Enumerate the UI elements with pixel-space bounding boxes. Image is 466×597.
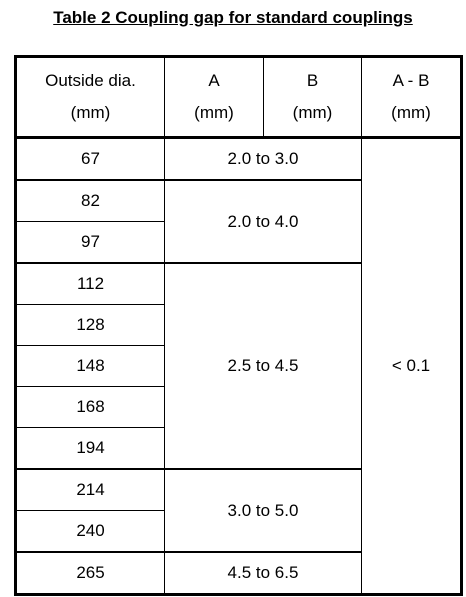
table-row: 240 bbox=[15, 510, 462, 553]
header-text: (mm) bbox=[194, 103, 234, 122]
outside-dia-cell: 97 bbox=[15, 221, 165, 264]
gap-cell: 2.0 to 3.0 bbox=[164, 136, 362, 181]
header-text: A - B bbox=[392, 71, 430, 90]
header-text: (mm) bbox=[292, 103, 333, 122]
header-text: (mm) bbox=[391, 103, 431, 122]
table-row: 265 4.5 to 6.5 bbox=[15, 551, 462, 595]
outside-dia-cell: 194 bbox=[15, 427, 165, 470]
outside-dia-cell: 148 bbox=[15, 345, 165, 387]
table-row: 214 3.0 to 5.0 bbox=[15, 468, 462, 553]
gap-cell: 4.5 to 6.5 bbox=[164, 551, 362, 595]
outside-dia-cell: 240 bbox=[15, 510, 165, 553]
header-text: (mm) bbox=[70, 103, 111, 122]
header-text: A bbox=[208, 71, 220, 90]
header-text: B bbox=[306, 71, 319, 90]
table-row: 128 bbox=[15, 304, 462, 346]
outside-dia-cell: 168 bbox=[15, 386, 165, 428]
gap-cell: 2.0 to 4.0 bbox=[164, 179, 362, 264]
table-row: 194 bbox=[15, 427, 462, 470]
outside-dia-cell: 82 bbox=[15, 179, 165, 222]
table-row: 67 2.0 to 3.0 < 0.1 bbox=[15, 136, 462, 595]
table-title: Table 2 Coupling gap for standard coupli… bbox=[53, 8, 413, 27]
outside-dia-cell: 112 bbox=[15, 262, 165, 305]
gap-cell: 2.5 to 4.5 bbox=[164, 262, 362, 470]
header-row: Outside dia. (mm) A (mm) B (mm) A - B (mm) bbox=[15, 56, 462, 139]
table-row: 112 2.5 to 4.5 bbox=[15, 262, 462, 470]
outside-dia-cell: 67 bbox=[15, 136, 165, 181]
header-cell: A - B (mm) bbox=[361, 56, 462, 139]
table-row: 82 2.0 to 4.0 bbox=[15, 179, 462, 264]
outside-dia-cell: 265 bbox=[15, 551, 165, 595]
table-row: 148 bbox=[15, 345, 462, 387]
outside-dia-cell: 214 bbox=[15, 468, 165, 511]
table-row: 168 bbox=[15, 386, 462, 428]
header-text: Outside dia. bbox=[45, 71, 136, 90]
header-cell: B (mm) bbox=[263, 56, 362, 139]
outside-dia-cell: 128 bbox=[15, 304, 165, 346]
coupling-table: Outside dia. (mm) A (mm) B (mm) A - B (mm) 67 2.… bbox=[14, 55, 463, 596]
difference-cell: < 0.1 bbox=[361, 136, 462, 595]
gap-cell: 3.0 to 5.0 bbox=[164, 468, 362, 553]
header-cell: A (mm) bbox=[164, 56, 264, 139]
header-cell: Outside dia. (mm) bbox=[15, 56, 165, 139]
